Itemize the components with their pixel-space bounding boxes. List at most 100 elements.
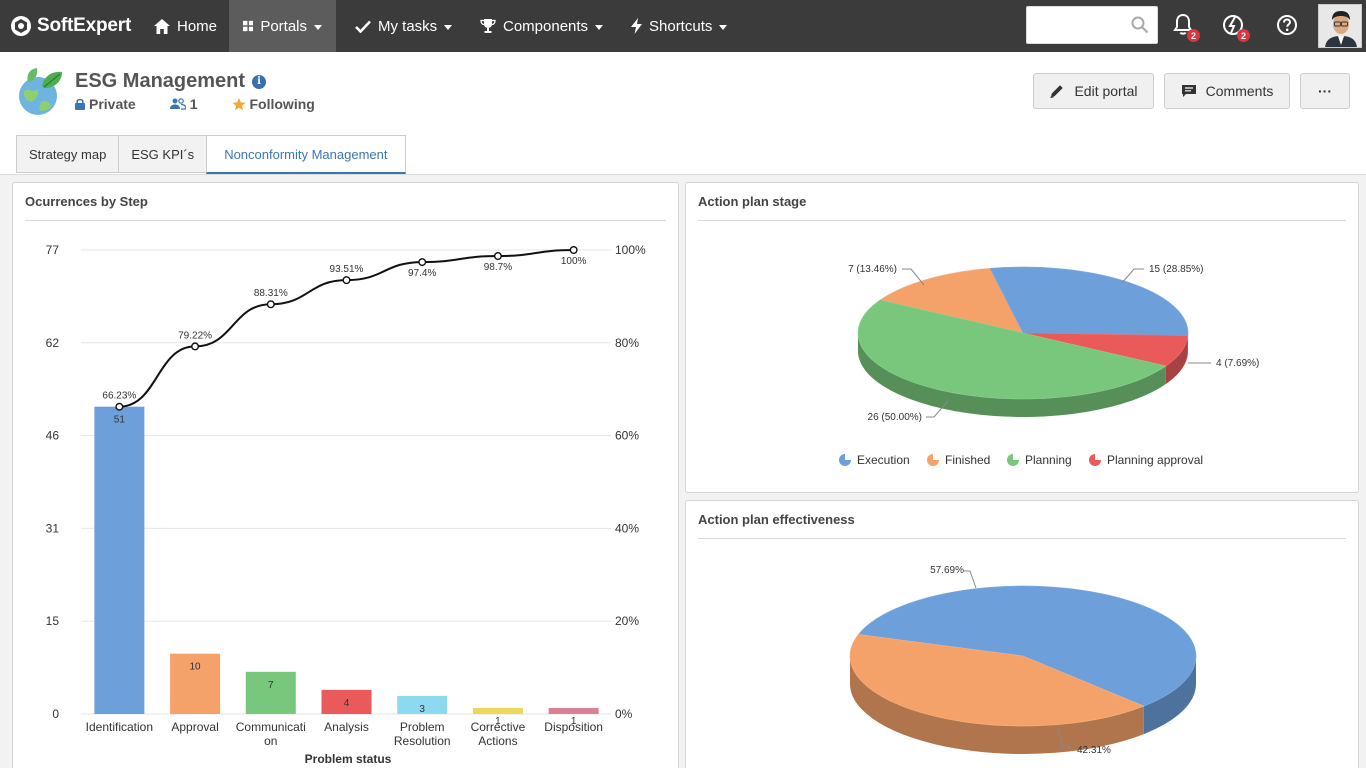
bar[interactable]	[472, 707, 523, 714]
cumulative-point[interactable]	[493, 252, 502, 261]
info-icon[interactable]: i	[252, 74, 267, 89]
action-plan-stage-panel: Action plan stage 15 (28.85%) 7 (13.46%) 2…	[685, 182, 1359, 493]
legend-swatch-cut	[845, 454, 851, 460]
x-tick-label: Identification	[86, 720, 153, 734]
lock-icon	[75, 98, 85, 110]
pie-side	[858, 333, 1188, 417]
user-photo-icon	[1319, 5, 1361, 47]
nav-my-tasks-label: My tasks	[378, 17, 438, 35]
notifications-badge: 2	[1187, 29, 1200, 42]
finished-slice[interactable]	[879, 268, 1024, 334]
bar[interactable]	[170, 653, 221, 714]
panel-divider	[25, 220, 666, 221]
nav-portals-label: Portals	[260, 17, 307, 35]
nav-shortcuts[interactable]: Shortcuts	[617, 0, 741, 52]
softexpert-logo-icon	[11, 16, 31, 36]
nav-components[interactable]: Components	[466, 0, 617, 52]
user-avatar[interactable]	[1318, 4, 1362, 48]
search-box	[1026, 6, 1158, 44]
chevron-down-icon	[314, 24, 322, 30]
y2-tick-label: 60%	[615, 429, 639, 443]
following-status[interactable]: Following	[232, 96, 315, 112]
y2-tick-label: 40%	[615, 521, 639, 535]
legend-item-execution[interactable]: Execution	[839, 453, 910, 467]
legend-item-finished[interactable]: Finished	[927, 453, 990, 467]
legend-label: Planning approval	[1107, 453, 1203, 467]
softexpert-logo[interactable]: SoftExpert	[10, 12, 131, 40]
execution-slice[interactable]	[989, 266, 1189, 336]
header-divider	[0, 174, 1366, 175]
bar[interactable]	[245, 671, 296, 714]
bar-value-label: 1	[495, 716, 501, 727]
nav-shortcuts-label: Shortcuts	[649, 17, 713, 35]
y-tick-label: 77	[46, 243, 60, 257]
x-tick-label: on	[264, 734, 277, 748]
search-icon[interactable]	[1131, 16, 1149, 34]
comment-icon	[1181, 85, 1196, 97]
edit-portal-label: Edit portal	[1074, 83, 1138, 99]
activity-badge: 2	[1237, 29, 1250, 42]
y2-tick-label: 20%	[615, 614, 639, 628]
panel-title: Action plan effectiveness	[698, 512, 855, 527]
planning-value-label: 26 (50.00%)	[868, 412, 922, 423]
chevron-down-icon	[595, 24, 604, 30]
cumulative-point[interactable]	[342, 276, 351, 285]
activity-button[interactable]: 2	[1220, 12, 1250, 42]
search-input[interactable]	[1033, 15, 1129, 35]
privacy-status: Private	[75, 96, 136, 112]
nav-components-label: Components	[503, 17, 589, 35]
bar[interactable]	[94, 406, 145, 714]
tab-strategy-map[interactable]: Strategy map	[16, 135, 120, 173]
y-tick-label: 31	[46, 521, 60, 535]
bar[interactable]	[548, 707, 599, 714]
cumulative-point[interactable]	[191, 342, 200, 351]
effectiveness-not-effective-slice[interactable]	[849, 634, 1145, 727]
tab-esg-kpis[interactable]: ESG KPI´s	[118, 135, 208, 173]
nav-portals[interactable]: Portals	[229, 0, 336, 52]
finished-value-label: 7 (13.46%)	[848, 264, 897, 275]
members-count[interactable]: 1	[169, 96, 198, 112]
cumulative-point[interactable]	[418, 258, 427, 267]
cumulative-label: 66.23%	[102, 391, 136, 402]
effective-connector	[964, 570, 977, 589]
more-options-button[interactable]: ···	[1300, 73, 1350, 109]
y-tick-label: 46	[46, 429, 60, 443]
comments-label: Comments	[1205, 83, 1274, 99]
legend-swatch-cut	[1095, 454, 1101, 460]
notifications-button[interactable]: 2	[1170, 12, 1200, 42]
cumulative-label: 97.4%	[408, 268, 436, 279]
edit-portal-button[interactable]: Edit portal	[1033, 73, 1154, 109]
cumulative-point[interactable]	[569, 246, 578, 255]
y2-tick-label: 100%	[615, 243, 646, 257]
legend-item-planning[interactable]: Planning	[1007, 453, 1072, 467]
x-tick-label: Communicati	[236, 720, 306, 734]
portal-header: ESG Management i Private 1 Following Edi…	[0, 52, 1366, 175]
cumulative-point[interactable]	[266, 300, 275, 309]
users-icon	[169, 98, 186, 110]
following-label: Following	[249, 96, 315, 112]
legend-item-planning-approval[interactable]: Planning approval	[1089, 453, 1203, 467]
x-tick-label: Problem	[400, 720, 445, 734]
cumulative-label: 88.31%	[254, 288, 288, 299]
portal-tabs: Strategy map ESG KPI´s Nonconformity Man…	[16, 135, 406, 175]
x-tick-label: Actions	[478, 734, 517, 748]
y2-tick-label: 80%	[615, 336, 639, 350]
effectiveness-effective-slice[interactable]	[857, 585, 1197, 707]
tab-nonconformity-management[interactable]: Nonconformity Management	[206, 135, 406, 174]
nav-home[interactable]: Home	[140, 0, 231, 52]
legend-label: Planning	[1025, 453, 1072, 467]
members-label: 1	[189, 96, 198, 112]
legend-label: Finished	[945, 453, 990, 467]
cumulative-point[interactable]	[115, 402, 124, 411]
bar[interactable]	[321, 689, 372, 714]
x-axis-title: Problem status	[305, 752, 392, 766]
comments-button[interactable]: Comments	[1164, 73, 1290, 109]
planning-slice[interactable]	[857, 299, 1167, 400]
x-tick-label: Disposition	[544, 720, 603, 734]
home-icon	[154, 18, 170, 34]
y-tick-label: 15	[46, 614, 60, 628]
action-plan-stage-pie-chart: 15 (28.85%) 7 (13.46%) 26 (50.00%) 4 (7.69%…	[839, 264, 1259, 467]
bar[interactable]	[397, 695, 448, 714]
nav-my-tasks[interactable]: My tasks	[341, 0, 466, 52]
help-button[interactable]	[1274, 12, 1302, 40]
